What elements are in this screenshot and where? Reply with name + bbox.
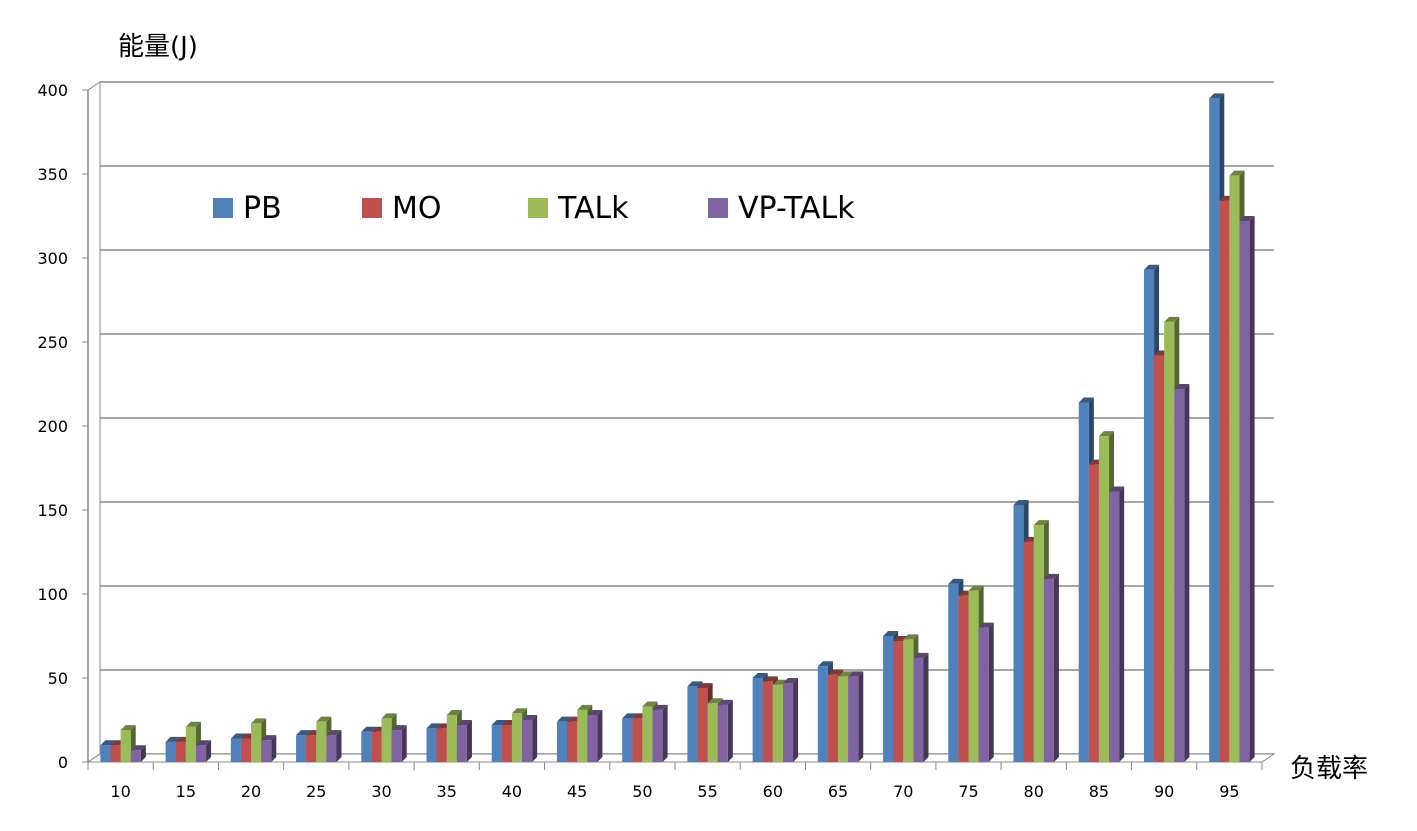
legend-item-talk: TALk [528, 191, 629, 226]
bar-vp-talk-65 [848, 671, 864, 762]
legend-label: TALk [557, 191, 629, 226]
legend-label: VP-TALk [738, 191, 855, 226]
y-tick-label: 150 [37, 501, 68, 520]
x-tick-label: 10 [110, 782, 130, 801]
legend-item-mo: MO [362, 191, 442, 226]
bar-vp-talk-30 [391, 725, 407, 762]
bar-vp-talk-25 [326, 730, 342, 762]
bar-vp-talk-70 [913, 652, 929, 762]
y-tick-label: 300 [37, 249, 68, 268]
y-tick-label: 250 [37, 333, 68, 352]
x-tick-label: 50 [632, 782, 652, 801]
bar-vp-talk-95 [1239, 216, 1255, 763]
x-tick-label: 55 [697, 782, 717, 801]
legend-swatch [708, 198, 728, 218]
legend-swatch [213, 198, 233, 218]
x-tick-label: 30 [371, 782, 391, 801]
x-tick-label: 20 [241, 782, 261, 801]
x-tick-label: 95 [1219, 782, 1239, 801]
x-tick-label: 70 [893, 782, 913, 801]
x-tick-label: 45 [567, 782, 587, 801]
x-tick-label: 25 [306, 782, 326, 801]
x-tick-label: 15 [176, 782, 196, 801]
x-tick-label: 80 [1024, 782, 1044, 801]
bars [100, 93, 1255, 763]
bar-vp-talk-45 [587, 709, 603, 762]
x-tick-label: 65 [828, 782, 848, 801]
y-tick-label: 50 [48, 669, 68, 688]
y-axis-title: 能量(J) [118, 32, 198, 62]
legend-swatch [362, 198, 382, 218]
bar-vp-talk-85 [1109, 486, 1125, 762]
legend: PB MO TALk VP-TALk [213, 191, 855, 226]
tick-labels: 0 50 100 150 200 250 300 350 400 10 15 20 25 30 35 40 45… [37, 81, 1239, 801]
x-tick-label: 40 [502, 782, 522, 801]
bar-vp-talk-35 [456, 720, 472, 762]
bar-vp-talk-75 [978, 622, 994, 762]
y-tick-label: 200 [37, 417, 68, 436]
legend-label: PB [243, 191, 282, 226]
y-tick-label: 100 [37, 585, 68, 604]
bar-vp-talk-60 [782, 678, 799, 762]
bar-vp-talk-15 [195, 740, 212, 762]
x-tick-label: 35 [437, 782, 457, 801]
bar-vp-talk-20 [261, 735, 277, 762]
bar-vp-talk-55 [717, 699, 733, 762]
x-tick-label: 90 [1154, 782, 1174, 801]
x-tick-label: 75 [958, 782, 978, 801]
legend-item-pb: PB [213, 191, 282, 226]
bar-vp-talk-80 [1043, 573, 1059, 762]
legend-item-vp-talk: VP-TALk [708, 191, 855, 226]
x-tick-label: 60 [763, 782, 783, 801]
y-tick-label: 400 [37, 81, 68, 100]
bar-vp-talk-10 [130, 745, 146, 762]
bar-vp-talk-50 [652, 704, 668, 762]
x-axis-title: 负载率 [1290, 754, 1368, 784]
legend-label: MO [392, 191, 442, 226]
y-tick-label: 350 [37, 165, 68, 184]
y-tick-label: 0 [58, 753, 68, 772]
legend-swatch [528, 198, 548, 218]
x-tick-label: 85 [1089, 782, 1109, 801]
bar-vp-talk-40 [522, 715, 538, 762]
bar-vp-talk-90 [1174, 384, 1190, 762]
